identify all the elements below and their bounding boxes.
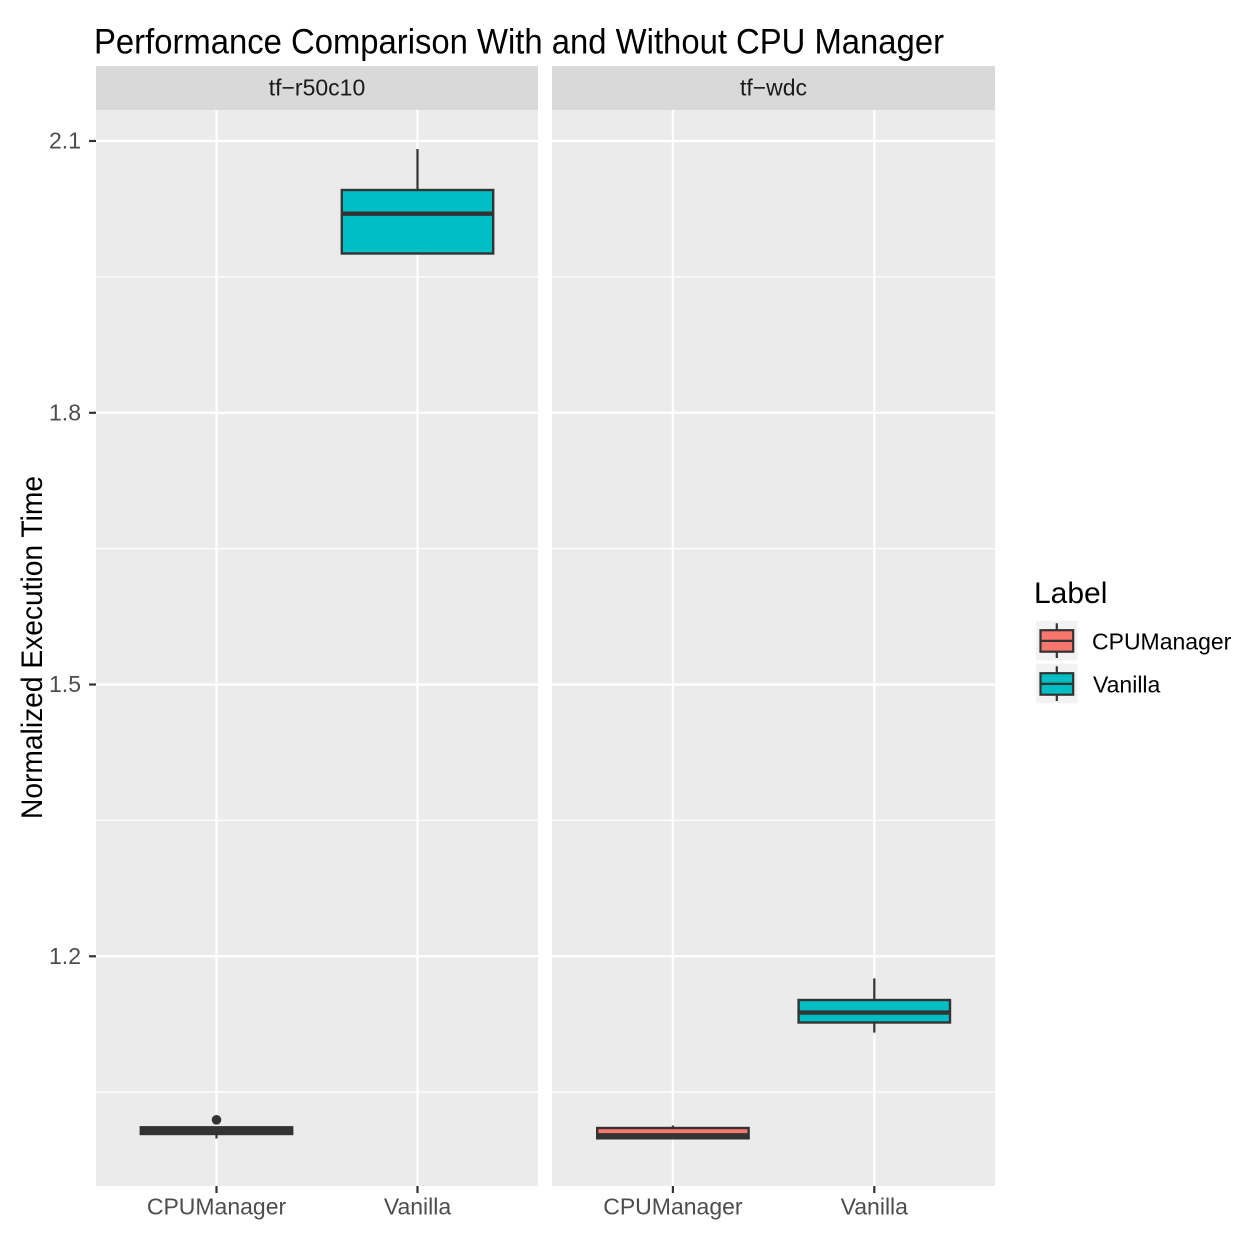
svg-text:Normalized Execution Time: Normalized Execution Time <box>16 476 49 819</box>
svg-text:1.8: 1.8 <box>49 399 81 425</box>
svg-text:CPUManager: CPUManager <box>147 1194 287 1220</box>
svg-text:1.5: 1.5 <box>49 671 81 697</box>
svg-text:Vanilla: Vanilla <box>1093 671 1161 697</box>
svg-text:Performance Comparison With an: Performance Comparison With and Without … <box>94 23 944 62</box>
svg-text:tf−wdc: tf−wdc <box>740 75 807 101</box>
svg-text:CPUManager: CPUManager <box>1092 628 1232 654</box>
svg-text:Vanilla: Vanilla <box>841 1194 909 1220</box>
svg-text:CPUManager: CPUManager <box>603 1194 743 1220</box>
svg-text:1.2: 1.2 <box>49 943 81 969</box>
svg-text:tf−r50c10: tf−r50c10 <box>269 75 366 101</box>
svg-text:Label: Label <box>1034 577 1107 610</box>
svg-text:Vanilla: Vanilla <box>384 1194 452 1220</box>
svg-text:2.1: 2.1 <box>49 128 81 154</box>
